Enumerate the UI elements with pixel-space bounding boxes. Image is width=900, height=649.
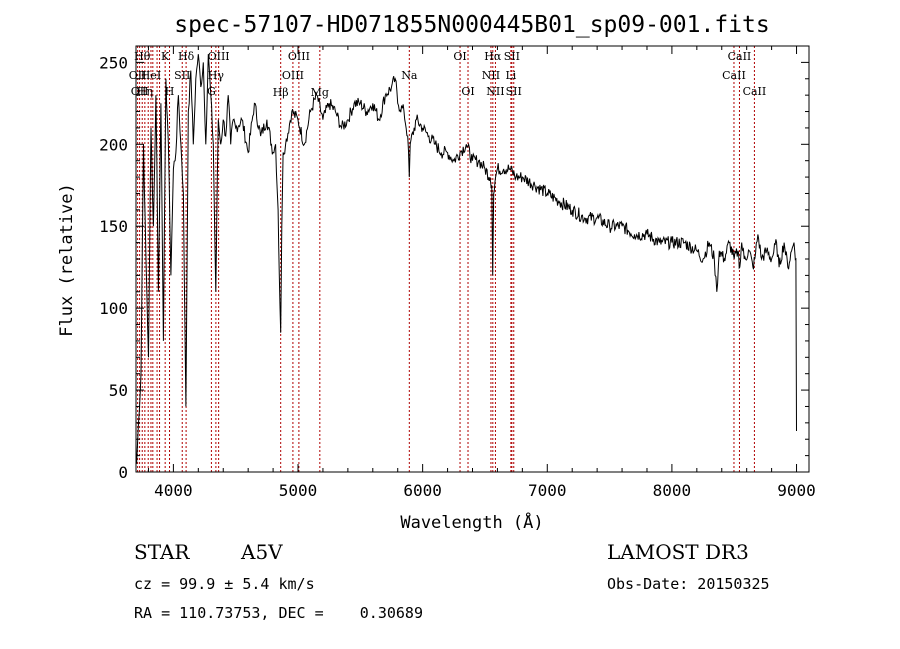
spectral-line-label-18: OIII: [288, 50, 310, 63]
redshift-value: cz = 99.9 ± 5.4 km/s: [134, 575, 315, 593]
x-axis-ticks: 4000 5000 6000 7000 8000 9000: [147, 46, 816, 500]
y-axis-label: Flux (relative): [57, 183, 77, 337]
spectral-line-label-13: G: [207, 85, 216, 98]
x-tick-label-9000: 9000: [777, 481, 816, 500]
observation-date: Obs-Date: 20150325: [607, 575, 770, 593]
spectral-line-label-22: OI: [461, 85, 474, 98]
spectral-line-label-27: SII: [504, 50, 520, 63]
spectral-line-label-9: K: [161, 50, 170, 63]
spectral-line-label-16: Hβ: [273, 86, 289, 99]
spectral-line-label-5: HeI: [141, 69, 161, 82]
y-tick-label-250: 250: [99, 53, 128, 72]
spectral-line-label-17: OIII: [282, 69, 304, 82]
x-tick-label-8000: 8000: [653, 481, 692, 500]
spectral-line-label-15: OIII: [208, 50, 230, 63]
x-tick-label-4000: 4000: [154, 481, 193, 500]
y-axis-ticks: 0 50 100 150 200 250: [99, 45, 809, 482]
spectral-line-label-14: Hγ: [208, 69, 225, 82]
spectral-line-label-12: Hδ: [178, 50, 195, 63]
x-tick-label-5000: 5000: [279, 481, 318, 500]
survey-name: LAMOST DR3: [607, 540, 749, 564]
spectral-line-label-10: H: [165, 85, 175, 98]
y-tick-label-200: 200: [99, 135, 128, 154]
spectral-line-label-30: CaII: [728, 50, 752, 63]
spectral-line-label-29: CaII: [722, 69, 746, 82]
spectral-line-label-31: CaII: [743, 85, 767, 98]
chart-title: spec-57107-HD071855N000445B01_sp09-001.f…: [174, 12, 769, 38]
spectral-line-label-3: Hη: [137, 85, 153, 98]
object-type: STAR: [134, 540, 190, 564]
y-tick-label-50: 50: [109, 381, 128, 400]
spectral-line-label-20: Na: [401, 69, 418, 82]
flux-series-line: [136, 54, 797, 464]
spectral-subclass: A5V: [241, 540, 283, 564]
spectral-line-label-2: Hθ: [134, 50, 151, 63]
spectral-line-label-11: SII: [174, 69, 190, 82]
plot-frame: [135, 45, 810, 473]
y-tick-label-150: 150: [99, 217, 128, 236]
coordinates: RA = 110.73753, DEC = 0.30689: [134, 604, 423, 622]
spectral-line-label-28: SII: [506, 85, 522, 98]
spectral-line-label-0: OII: [129, 69, 147, 82]
spectral-line-label-21: OI: [453, 50, 466, 63]
y-tick-label-0: 0: [118, 463, 128, 482]
spectral-line-label-24: Hα: [484, 50, 502, 63]
x-tick-label-7000: 7000: [528, 481, 567, 500]
spectral-line-label-26: Li: [505, 69, 516, 82]
x-tick-label-6000: 6000: [403, 481, 442, 500]
x-axis-label: Wavelength (Å): [400, 511, 543, 533]
spectral-line-label-25: NII: [486, 85, 504, 98]
spectral-line-label-1: OII: [131, 85, 149, 98]
spectral-line-markers: [137, 46, 755, 472]
y-tick-label-100: 100: [99, 299, 128, 318]
spectral-line-labels: OIIOIIHθHηHeIKHSIIHδGHγOIIIHβOIIIOIIIMgN…: [129, 50, 766, 99]
spectral-line-label-23: NII: [482, 69, 500, 82]
